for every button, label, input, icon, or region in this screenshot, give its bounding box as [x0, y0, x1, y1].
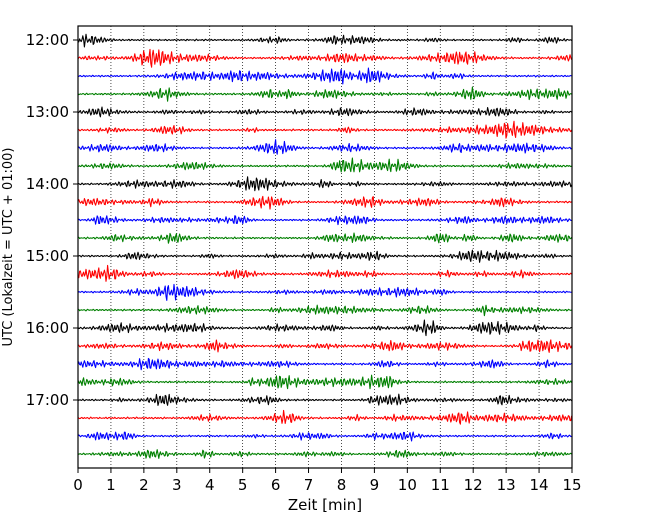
- trace-1500: [77, 249, 572, 263]
- y-tick-label: 12:00: [26, 31, 69, 49]
- x-tick-label: 15: [562, 476, 581, 494]
- y-tick-label: 16:00: [26, 319, 69, 337]
- trace-1630: [77, 357, 572, 371]
- x-tick-label: 14: [530, 476, 549, 494]
- y-tick-label: 13:00: [26, 103, 69, 121]
- x-tick-label: 4: [205, 476, 215, 494]
- y-tick-label: 15:00: [26, 247, 69, 265]
- x-tick-label: 1: [106, 476, 116, 494]
- x-tick-label: 13: [497, 476, 516, 494]
- x-tick-label: 6: [271, 476, 281, 494]
- x-tick-label: 10: [398, 476, 417, 494]
- trace-1230: [77, 67, 572, 85]
- y-tick-label: 17:00: [26, 391, 69, 409]
- x-tick-label: 0: [73, 476, 83, 494]
- x-tick-label: 2: [139, 476, 149, 494]
- trace-1200: [77, 33, 572, 48]
- x-tick-label: 12: [464, 476, 483, 494]
- seismic-traces: [77, 33, 573, 459]
- y-axis-label: UTC (Lokalzeit = UTC + 01:00): [1, 148, 16, 347]
- trace-1315: [77, 120, 573, 139]
- x-axis-ticks: 0 1 2 3 4 5 6 7 8 9 10 11 12 13 14 15: [73, 468, 582, 494]
- trace-1245: [77, 86, 572, 102]
- x-tick-label: 8: [337, 476, 347, 494]
- x-tick-label: 3: [172, 476, 182, 494]
- trace-1730: [77, 431, 572, 442]
- trace-1215: [77, 48, 573, 68]
- trace-1345: [77, 157, 572, 173]
- trace-1545: [77, 304, 572, 317]
- x-axis-label: Zeit [min]: [288, 496, 362, 514]
- trace-1445: [77, 232, 573, 244]
- trace-1615: [77, 339, 573, 353]
- trace-1415: [77, 195, 572, 210]
- x-tick-label: 5: [238, 476, 248, 494]
- trace-1700: [77, 393, 573, 406]
- trace-1645: [77, 374, 573, 390]
- y-axis-ticks: 12:00 13:00 14:00 15:00 16:00 17:00: [26, 31, 78, 409]
- x-tick-label: 11: [431, 476, 450, 494]
- trace-1330: [77, 139, 572, 155]
- x-tick-label: 9: [370, 476, 380, 494]
- trace-1300: [77, 106, 573, 118]
- y-tick-label: 14:00: [26, 175, 69, 193]
- trace-1600: [77, 319, 572, 337]
- trace-1530: [77, 283, 572, 301]
- trace-1400: [77, 176, 573, 192]
- trace-1715: [77, 409, 573, 425]
- trace-1515: [77, 264, 573, 282]
- trace-1745: [77, 449, 573, 459]
- trace-1430: [77, 215, 572, 226]
- plot-frame: [77, 25, 573, 469]
- x-tick-label: 7: [304, 476, 314, 494]
